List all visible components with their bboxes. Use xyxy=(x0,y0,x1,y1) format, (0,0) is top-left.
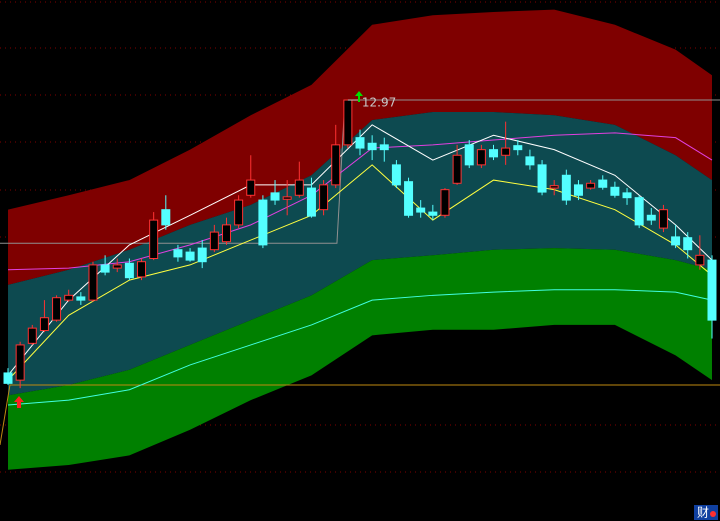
candle-body xyxy=(343,99,353,146)
band xyxy=(8,248,712,470)
band xyxy=(8,9,712,285)
candle-body xyxy=(391,164,401,186)
candle-body xyxy=(671,236,681,246)
indicator-line xyxy=(7,124,713,376)
candle-body xyxy=(197,247,207,263)
candle-body xyxy=(161,209,171,226)
candle-body xyxy=(537,164,547,193)
candle-body xyxy=(209,231,219,251)
candle-body xyxy=(88,264,98,301)
candle-body xyxy=(683,237,693,251)
candle-body xyxy=(452,154,462,184)
candle-body xyxy=(270,192,280,201)
candle-body xyxy=(173,249,183,258)
candle-body xyxy=(549,185,559,189)
candle-body xyxy=(489,149,499,158)
candle-body xyxy=(258,199,268,246)
candle-body xyxy=(428,211,438,216)
candle-body xyxy=(658,209,668,229)
candle-body xyxy=(124,262,134,279)
candle-body xyxy=(622,192,632,199)
band xyxy=(8,112,712,396)
indicator-line xyxy=(7,289,713,406)
high-label: 12.97 xyxy=(362,96,396,110)
candle-body xyxy=(476,149,486,166)
candle-body xyxy=(149,219,159,259)
buy-arrow xyxy=(14,396,24,408)
candle-body xyxy=(100,264,110,273)
candle-body xyxy=(513,145,523,151)
candle-body xyxy=(695,254,705,266)
candle-body xyxy=(185,251,195,261)
candle-body xyxy=(15,344,25,381)
candle-body xyxy=(464,144,474,166)
plot: 12.97 xyxy=(0,9,720,470)
candle-body xyxy=(112,264,122,269)
candle-body xyxy=(634,197,644,226)
candle-body xyxy=(379,144,389,151)
candle-body xyxy=(561,174,571,201)
candle-body xyxy=(355,137,365,149)
candle-body xyxy=(501,147,511,156)
candle-body xyxy=(525,156,535,166)
candle-body xyxy=(319,184,329,211)
corner-icon[interactable]: 财 xyxy=(697,506,709,520)
reference-line xyxy=(0,99,720,244)
candle-body xyxy=(27,327,37,344)
candle-body xyxy=(52,297,62,321)
candle-body xyxy=(610,186,620,196)
candle-body xyxy=(416,207,426,213)
candle-body xyxy=(598,179,608,188)
candle-body xyxy=(64,294,74,301)
reference-line xyxy=(0,384,720,446)
candle-body xyxy=(573,184,583,196)
candle-body xyxy=(404,181,414,216)
candle-body xyxy=(3,372,13,384)
candle-body xyxy=(137,261,147,278)
candle-body xyxy=(331,144,341,186)
candle-body xyxy=(294,179,304,196)
candle-body xyxy=(221,224,231,243)
candle-body xyxy=(306,187,316,217)
sell-arrow xyxy=(355,91,363,102)
candle-body xyxy=(646,214,656,221)
candle-body xyxy=(76,296,86,301)
candle-body xyxy=(282,196,292,200)
candle-body xyxy=(440,189,450,216)
candle-body xyxy=(234,199,244,226)
candle-body xyxy=(39,317,49,332)
candle-body xyxy=(246,179,256,196)
candle-body xyxy=(707,259,717,321)
candle-body xyxy=(367,142,377,151)
candle-body xyxy=(586,182,596,189)
corner-icon-dot xyxy=(710,511,716,517)
